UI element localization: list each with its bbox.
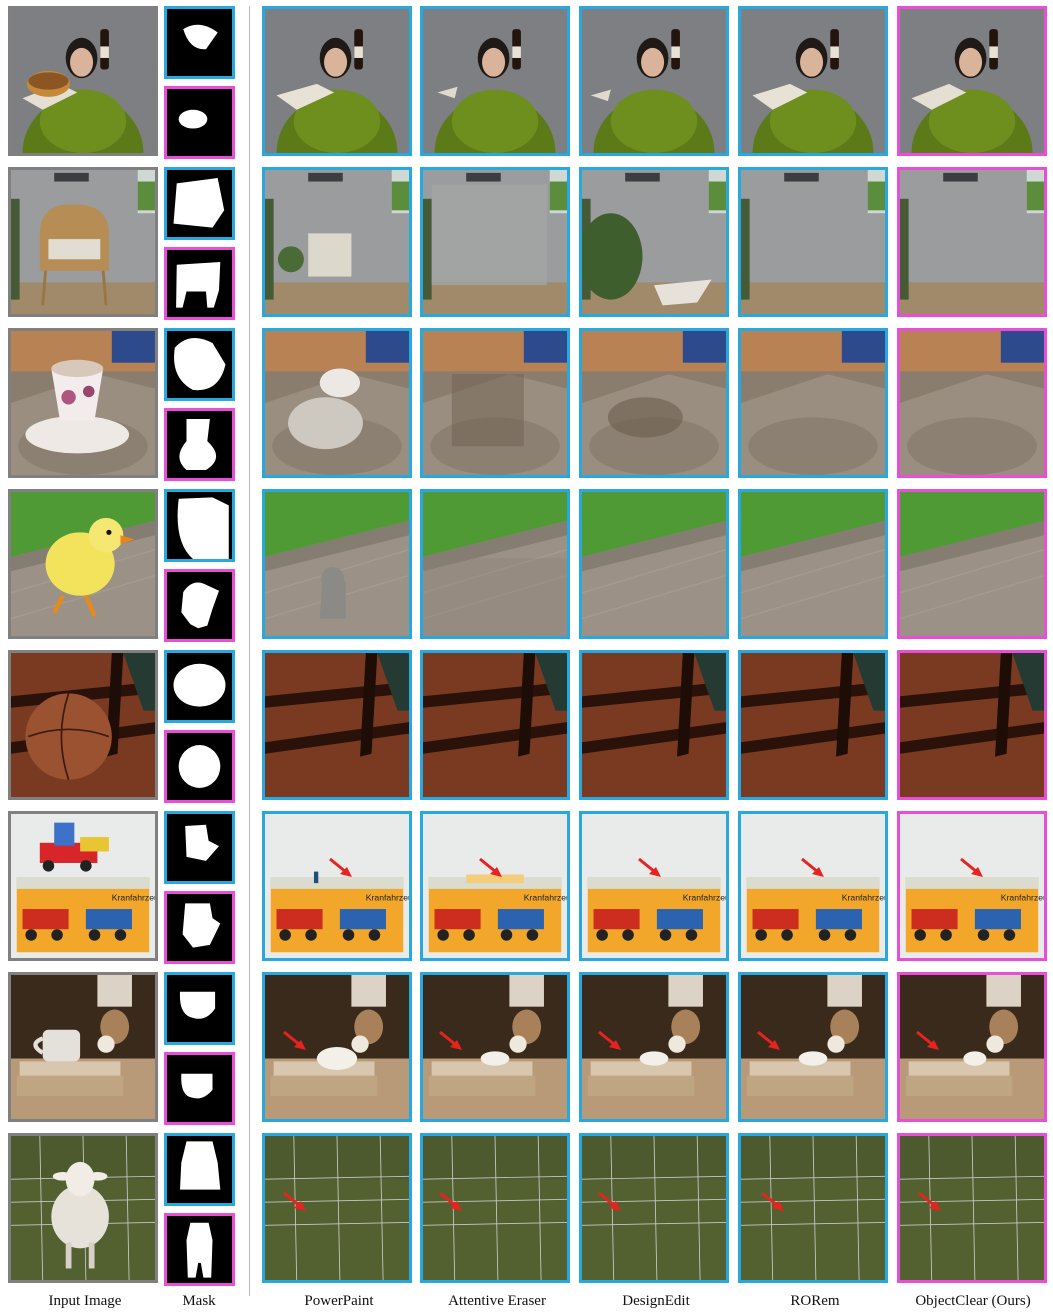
label-attentive-eraser: Attentive Eraser: [448, 1293, 546, 1309]
mask-bottom-woman-holding-cake-and-wine: [164, 86, 235, 159]
result-powerpaint-chick-on-wood: [262, 489, 412, 639]
input-image-teacup-on-saucer: [8, 328, 158, 478]
result-objectclear-toy-truck-on-box: Kranfahrzeuge: [897, 811, 1047, 961]
result-powerpaint-lamb-behind-fence: [262, 1133, 412, 1283]
mask-bottom-lamb-behind-fence: [164, 1213, 235, 1286]
mask-top-lamb-behind-fence: [164, 1133, 235, 1206]
result-rorem-teacup-on-saucer: [738, 328, 888, 478]
mask-bottom-rattan-chair-room: [164, 247, 235, 320]
result-objectclear-chick-on-wood: [897, 489, 1047, 639]
label-objectclear: ObjectClear (Ours): [915, 1293, 1031, 1309]
result-designedit-toy-truck-on-box: Kranfahrzeuge: [579, 811, 729, 961]
mask-bottom-basketball-shadow: [164, 730, 235, 803]
svg-text:Kranfahrzeuge: Kranfahrzeuge: [366, 892, 409, 902]
mask-top-teacup-on-saucer: [164, 328, 235, 401]
result-attentive-eraser-chick-on-wood: [420, 489, 570, 639]
result-powerpaint-woman-holding-cake-and-wine: [262, 6, 412, 156]
input-image-chick-on-wood: [8, 489, 158, 639]
mask-bottom-toy-truck-on-box: [164, 891, 235, 964]
result-attentive-eraser-teacup-on-saucer: [420, 328, 570, 478]
input-image-toy-truck-on-box: Kranfahrzeuge: [8, 811, 158, 961]
svg-text:Kranfahrzeuge: Kranfahrzeuge: [1001, 892, 1044, 902]
result-powerpaint-teacup-on-saucer: [262, 328, 412, 478]
label-mask: Mask: [182, 1293, 216, 1309]
label-designedit: DesignEdit: [622, 1293, 690, 1309]
result-attentive-eraser-rattan-chair-room: [420, 167, 570, 317]
mask-bottom-teacup-on-saucer: [164, 408, 235, 481]
result-attentive-eraser-mug-on-books: [420, 972, 570, 1122]
result-attentive-eraser-lamb-behind-fence: [420, 1133, 570, 1283]
mask-top-rattan-chair-room: [164, 167, 235, 240]
result-powerpaint-toy-truck-on-box: Kranfahrzeuge: [262, 811, 412, 961]
result-designedit-chick-on-wood: [579, 489, 729, 639]
result-designedit-rattan-chair-room: [579, 167, 729, 317]
result-designedit-teacup-on-saucer: [579, 328, 729, 478]
mask-bottom-mug-on-books: [164, 1052, 235, 1125]
label-powerpaint: PowerPaint: [304, 1293, 374, 1309]
result-rorem-woman-holding-cake-and-wine: [738, 6, 888, 156]
mask-top-mug-on-books: [164, 972, 235, 1045]
result-attentive-eraser-woman-holding-cake-and-wine: [420, 6, 570, 156]
result-powerpaint-rattan-chair-room: [262, 167, 412, 317]
label-input-image: Input Image: [48, 1293, 122, 1309]
mask-bottom-chick-on-wood: [164, 569, 235, 642]
result-objectclear-teacup-on-saucer: [897, 328, 1047, 478]
mask-top-basketball-shadow: [164, 650, 235, 723]
result-rorem-toy-truck-on-box: Kranfahrzeuge: [738, 811, 888, 961]
result-designedit-basketball-shadow: [579, 650, 729, 800]
input-image-mug-on-books: [8, 972, 158, 1122]
result-objectclear-mug-on-books: [897, 972, 1047, 1122]
svg-text:Kranfahrzeuge: Kranfahrzeuge: [683, 892, 726, 902]
result-designedit-mug-on-books: [579, 972, 729, 1122]
svg-text:Kranfahrzeuge: Kranfahrzeuge: [842, 892, 885, 902]
input-image-basketball-shadow: [8, 650, 158, 800]
result-powerpaint-basketball-shadow: [262, 650, 412, 800]
result-designedit-lamb-behind-fence: [579, 1133, 729, 1283]
result-objectclear-woman-holding-cake-and-wine: [897, 6, 1047, 156]
input-image-lamb-behind-fence: [8, 1133, 158, 1283]
result-objectclear-rattan-chair-room: [897, 167, 1047, 317]
mask-top-woman-holding-cake-and-wine: [164, 6, 235, 79]
result-rorem-mug-on-books: [738, 972, 888, 1122]
input-image-woman-holding-cake-and-wine: [8, 6, 158, 156]
input-image-rattan-chair-room: [8, 167, 158, 317]
svg-text:Kranfahrzeuge: Kranfahrzeuge: [524, 892, 567, 902]
result-objectclear-basketball-shadow: [897, 650, 1047, 800]
result-attentive-eraser-basketball-shadow: [420, 650, 570, 800]
result-rorem-basketball-shadow: [738, 650, 888, 800]
result-designedit-woman-holding-cake-and-wine: [579, 6, 729, 156]
mask-top-chick-on-wood: [164, 489, 235, 562]
result-attentive-eraser-toy-truck-on-box: Kranfahrzeuge: [420, 811, 570, 961]
result-powerpaint-mug-on-books: [262, 972, 412, 1122]
mask-top-toy-truck-on-box: [164, 811, 235, 884]
column-separator: [249, 6, 250, 1296]
result-rorem-lamb-behind-fence: [738, 1133, 888, 1283]
result-objectclear-lamb-behind-fence: [897, 1133, 1047, 1283]
label-rorem: RORem: [790, 1293, 840, 1309]
result-rorem-rattan-chair-room: [738, 167, 888, 317]
result-rorem-chick-on-wood: [738, 489, 888, 639]
svg-text:Kranfahrzeuge: Kranfahrzeuge: [112, 892, 155, 902]
